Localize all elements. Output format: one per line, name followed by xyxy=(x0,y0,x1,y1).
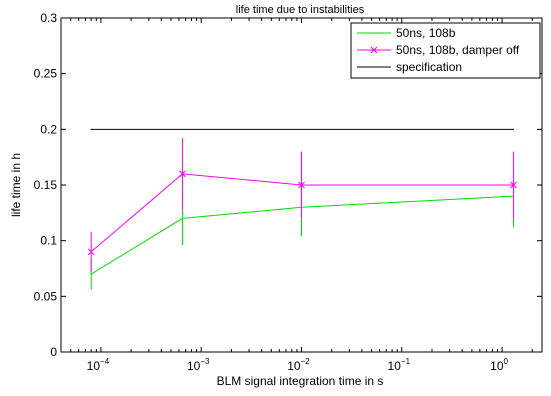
series-1-point-3 xyxy=(510,181,517,189)
chart-title: life time due to instabilities xyxy=(236,4,365,16)
x-axis-label: BLM signal integration time in s xyxy=(217,374,384,388)
series-1-point-1 xyxy=(179,170,186,178)
series-0-line xyxy=(90,195,514,275)
y-tick-label-0: 0 xyxy=(50,345,57,359)
x-tick-label-4: 100 xyxy=(490,357,508,373)
y-tick-label-1: 0.05 xyxy=(34,289,58,303)
series-0-point-1 xyxy=(181,217,184,219)
y-tick-label-5: 0.25 xyxy=(34,67,58,81)
y-tick-label-2: 0.1 xyxy=(40,234,57,248)
legend-entry-0: 50ns, 108b xyxy=(396,26,456,40)
series-2-point-1 xyxy=(512,128,515,130)
legend-marker-1 xyxy=(370,46,378,54)
series-1-point-2 xyxy=(298,181,305,189)
y-tick-label-6: 0.3 xyxy=(40,11,57,25)
legend-entry-1: 50ns, 108b, damper off xyxy=(396,43,520,57)
series-layer xyxy=(87,128,517,290)
series-1-point-0 xyxy=(87,248,95,256)
series-2-point-0 xyxy=(90,128,92,130)
series-1-line xyxy=(90,173,514,253)
y-tick-label-4: 0.2 xyxy=(40,122,57,136)
legend-entry-2: specification xyxy=(396,60,462,74)
legend: 50ns, 108b 50ns, 108b, damper off specific… xyxy=(350,22,541,79)
series-2 xyxy=(90,128,515,130)
x-tick-label-3: 10−1 xyxy=(388,357,411,373)
series-0-point-0 xyxy=(90,273,92,275)
x-tick-label-2: 10−2 xyxy=(287,357,310,373)
y-axis-label: life time in h xyxy=(9,153,23,217)
series-1 xyxy=(87,138,517,272)
x-tick-label-0: 10−4 xyxy=(87,357,110,373)
y-tick-label-3: 0.15 xyxy=(34,178,58,192)
x-tick-label-1: 10−3 xyxy=(187,357,210,373)
